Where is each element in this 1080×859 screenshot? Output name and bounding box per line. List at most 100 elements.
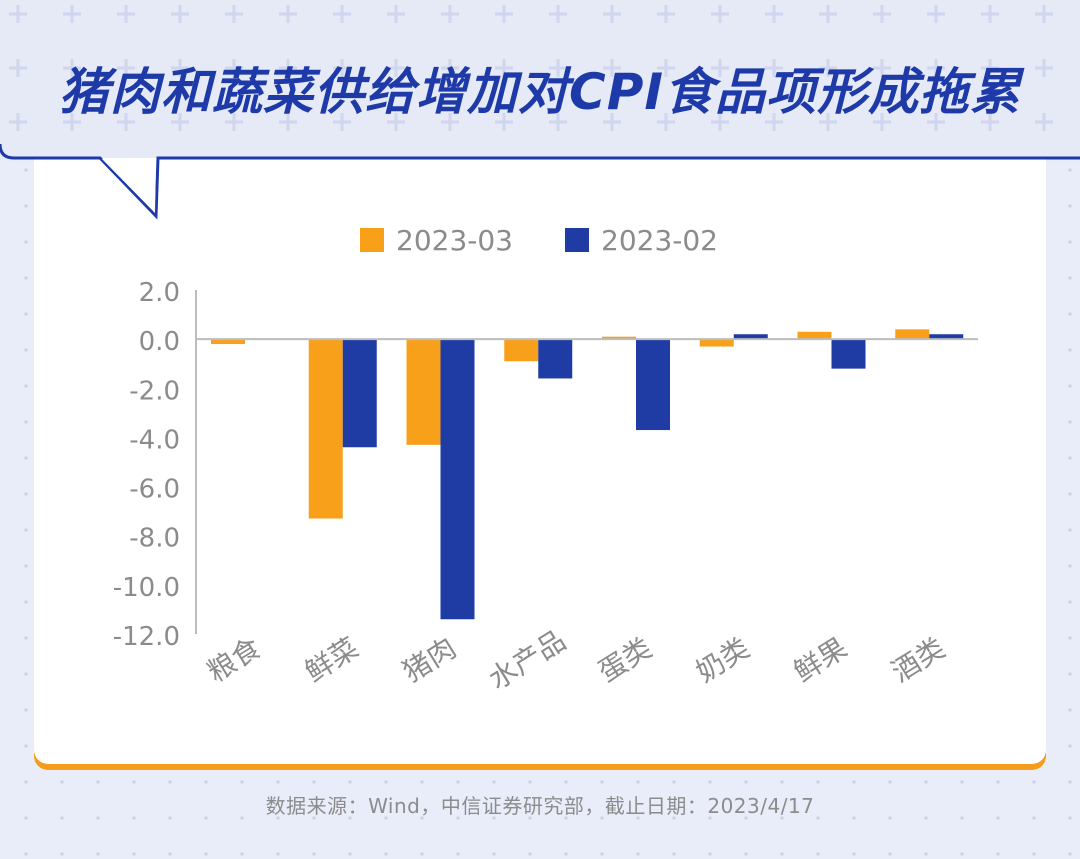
plus-decoration <box>279 59 297 77</box>
plus-decoration <box>171 113 189 131</box>
plus-decoration <box>765 59 783 77</box>
plus-decoration <box>441 113 459 131</box>
legend-swatch-2023-02 <box>565 228 589 252</box>
bar-2023-03-鲜菜 <box>308 339 343 519</box>
plus-decoration <box>657 59 675 77</box>
plus-decoration <box>603 5 621 23</box>
plus-decoration <box>441 59 459 77</box>
plus-decoration <box>927 5 945 23</box>
plus-decoration <box>711 59 729 77</box>
plus-decoration <box>1035 59 1053 77</box>
plus-decoration <box>9 5 27 23</box>
y-tick-label: -2.0 <box>129 376 180 406</box>
y-tick-label: -12.0 <box>113 622 180 652</box>
bar-chart: 2.0 0.0 -2.0 -4.0 -6.0 -8.0 -10.0 -12.0 粮食 鲜菜 猪肉 水产… <box>113 278 978 697</box>
source-note: 数据来源：Wind，中信证券研究部，截止日期：2023/4/17 <box>265 794 815 818</box>
plus-decoration <box>9 59 27 77</box>
bar-2023-02-水产品 <box>538 339 573 379</box>
bar-2023-03-猪肉 <box>406 339 441 445</box>
y-tick-label: -4.0 <box>129 425 180 455</box>
plus-decoration <box>765 113 783 131</box>
legend-label-2023-03: 2023-03 <box>396 223 513 257</box>
plus-decoration <box>117 113 135 131</box>
chart-card <box>34 158 1046 764</box>
title-band <box>0 0 1080 160</box>
plus-decoration <box>927 113 945 131</box>
plus-decoration <box>279 113 297 131</box>
bar-2023-02-蛋类 <box>636 339 670 431</box>
plus-decoration <box>873 59 891 77</box>
y-tick-label: -10.0 <box>113 573 180 603</box>
bar-2023-02-奶类 <box>733 334 768 340</box>
plus-decoration <box>171 5 189 23</box>
plus-decoration <box>927 59 945 77</box>
bar-2023-03-蛋类 <box>602 336 636 340</box>
plus-decoration <box>765 5 783 23</box>
x-category-label: 鲜菜 <box>299 631 364 689</box>
y-tick-label: -6.0 <box>129 475 180 505</box>
bar-2023-03-酒类 <box>895 329 930 340</box>
x-category-label: 酒类 <box>886 631 951 689</box>
plus-decoration <box>117 5 135 23</box>
x-category-label: 奶类 <box>690 631 755 689</box>
plus-decoration <box>603 59 621 77</box>
plus-decoration <box>981 113 999 131</box>
plus-decoration <box>549 5 567 23</box>
bar-2023-03-鲜果 <box>797 331 832 340</box>
bar-2023-03-奶类 <box>699 339 734 347</box>
y-tick-label: -8.0 <box>129 524 180 554</box>
x-category-label: 鲜果 <box>788 631 853 689</box>
plus-decoration <box>63 5 81 23</box>
plus-decoration <box>333 5 351 23</box>
legend-item-2023-02: 2023-02 <box>565 222 718 258</box>
bar-2023-02-鲜果 <box>831 339 866 369</box>
plus-decoration <box>819 5 837 23</box>
plus-decoration <box>63 113 81 131</box>
plus-decoration <box>495 113 513 131</box>
legend-label-2023-02: 2023-02 <box>601 223 718 257</box>
speech-bubble-outline <box>0 143 1080 220</box>
plus-decoration <box>225 5 243 23</box>
legend-swatch-2023-03 <box>360 228 384 252</box>
plus-decoration <box>549 59 567 77</box>
plus-decoration <box>657 5 675 23</box>
plus-decoration <box>819 59 837 77</box>
plus-decoration <box>711 5 729 23</box>
plus-decoration <box>1035 5 1053 23</box>
plus-decoration <box>387 113 405 131</box>
plus-decoration <box>873 113 891 131</box>
plus-decoration <box>333 59 351 77</box>
x-category-label: 水产品 <box>483 624 572 697</box>
plus-decoration <box>171 59 189 77</box>
plus-decoration <box>873 5 891 23</box>
plus-decoration <box>387 5 405 23</box>
plus-decoration <box>981 59 999 77</box>
plus-decoration <box>819 113 837 131</box>
bar-2023-02-猪肉 <box>440 339 475 620</box>
plus-decoration <box>225 113 243 131</box>
plus-decoration <box>279 5 297 23</box>
bar-2023-03-水产品 <box>504 339 539 362</box>
x-category-label: 蛋类 <box>592 631 657 689</box>
x-category-label: 粮食 <box>201 631 266 689</box>
plus-decoration <box>495 59 513 77</box>
plus-decoration <box>387 59 405 77</box>
x-category-label: 猪肉 <box>397 631 462 689</box>
bar-2023-02-鲜菜 <box>342 339 377 448</box>
plus-decoration <box>549 113 567 131</box>
plus-decoration <box>1035 113 1053 131</box>
bar-2023-02-酒类 <box>929 334 964 340</box>
y-tick-label: 0.0 <box>139 327 180 357</box>
y-tick-label: 2.0 <box>139 278 180 308</box>
plus-decoration <box>603 113 621 131</box>
plus-decoration <box>441 5 459 23</box>
plus-decoration <box>495 5 513 23</box>
plus-decoration <box>63 59 81 77</box>
plus-pattern-background <box>9 5 1053 131</box>
page-title: 猪肉和蔬菜供给增加对CPI食品项形成拖累 <box>59 63 1021 121</box>
bar-2023-03-粮食 <box>211 339 245 345</box>
plus-decoration <box>711 113 729 131</box>
plus-decoration <box>657 113 675 131</box>
plus-decoration <box>9 113 27 131</box>
legend-item-2023-03: 2023-03 <box>360 222 513 258</box>
